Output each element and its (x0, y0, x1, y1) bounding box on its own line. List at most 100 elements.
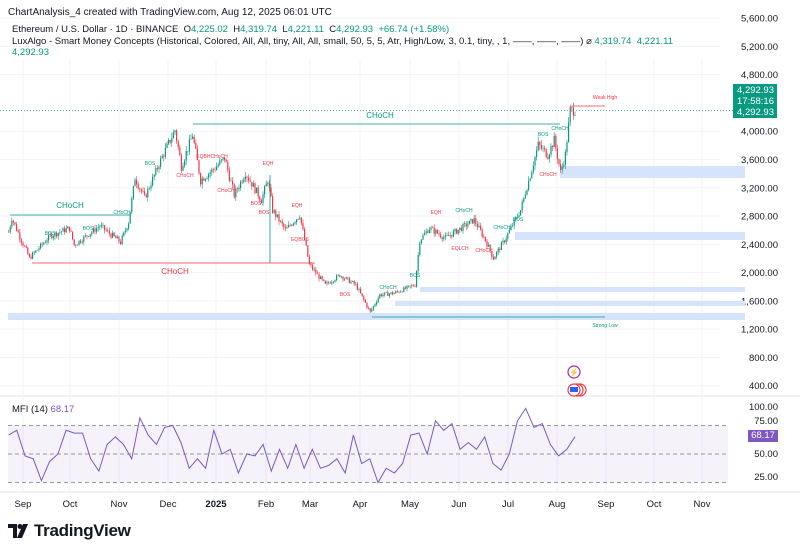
candle-body (107, 230, 109, 232)
candle-body (97, 227, 99, 229)
candle-body (172, 132, 174, 139)
candle-body (126, 228, 128, 231)
candle-body (108, 230, 110, 234)
candle-body (76, 244, 78, 246)
candle-body (216, 166, 218, 170)
candle-body (28, 254, 30, 257)
candle-body (569, 106, 571, 123)
candle-body (145, 194, 147, 198)
candle-body (60, 231, 62, 233)
candle-body (104, 225, 106, 231)
candle-body (433, 227, 435, 234)
candle-body (302, 223, 304, 230)
candle-body (48, 234, 50, 241)
candle-body (208, 174, 210, 178)
indicator-value-2: 4,221.11 (636, 36, 674, 47)
candle-body (260, 200, 262, 204)
smc-label: CHoCH (113, 210, 131, 216)
candle-body (396, 291, 398, 292)
candle-body (270, 187, 272, 197)
candle-body (536, 150, 538, 157)
candle-body (257, 187, 259, 197)
smc-label: CHoCH (217, 188, 235, 194)
candle-body (289, 224, 291, 226)
candle-body (560, 164, 562, 170)
candle-body (80, 240, 82, 243)
candle-body (456, 228, 458, 234)
candle-body (476, 223, 478, 228)
order-block-zone (8, 313, 745, 320)
smc-label: BOS (340, 292, 351, 298)
smc-label: CHoCH (551, 126, 569, 132)
candle-body (385, 292, 387, 293)
smc-label: BOS (538, 132, 549, 138)
candle-body (131, 198, 133, 213)
candle-body (380, 294, 382, 297)
candle-body (307, 245, 309, 257)
eye-off-icon[interactable]: ⌀ (586, 36, 592, 47)
candle-body (40, 243, 42, 249)
candle-body (139, 188, 141, 190)
candle-body (556, 148, 558, 160)
candle-body (473, 218, 475, 224)
candle-body (379, 294, 381, 299)
smc-label: CHoCH (493, 225, 511, 231)
price-axis-label: 2,400.00 (741, 240, 778, 251)
candle-body (377, 298, 379, 303)
candle-body (265, 183, 267, 187)
candle-body (427, 231, 429, 233)
tradingview-logo[interactable]: TradingView (8, 521, 131, 541)
candle-body (544, 148, 546, 150)
candle-body (206, 177, 208, 179)
price-axis-label: 2,000.00 (741, 268, 778, 279)
candle-body (176, 130, 178, 141)
smc-label: CHoCH (455, 208, 473, 214)
candle-body (209, 172, 211, 175)
candle-body (67, 226, 69, 229)
candle-body (523, 197, 525, 202)
candle-body (46, 240, 48, 243)
candle-body (128, 223, 130, 229)
symbol-legend: Ethereum / U.S. Dollar · 1D · BINANCE O4… (12, 24, 449, 35)
candle-body (96, 228, 98, 232)
candle-body (468, 220, 470, 225)
candle-body (382, 294, 384, 297)
mfi-badge: 68.17 (748, 430, 778, 442)
candle-body (361, 293, 363, 296)
candle-body (412, 285, 414, 287)
candle-body (219, 160, 221, 165)
candle-body (230, 180, 232, 182)
candle-body (372, 306, 374, 310)
candle-body (459, 227, 461, 230)
smc-label: CHoCH (161, 267, 189, 276)
candle-body (244, 176, 246, 180)
candle-body (539, 141, 541, 146)
candle-body (59, 232, 61, 233)
candle-body (232, 180, 234, 185)
candle-body (430, 227, 432, 230)
candle-body (537, 141, 539, 151)
mfi-title[interactable]: MFI (14) (12, 404, 48, 415)
candle-body (259, 196, 261, 201)
candle-body (22, 242, 24, 246)
price-axis-label: 4,000.00 (741, 127, 778, 138)
indicator-name[interactable]: LuxAlgo - Smart Money Concepts (Historic… (12, 36, 584, 47)
candle-body (49, 234, 51, 235)
candle-body (324, 280, 326, 284)
candle-body (94, 228, 96, 232)
time-axis-label: Nov (111, 499, 128, 510)
order-block-zone (395, 301, 745, 306)
symbol-name[interactable]: Ethereum / U.S. Dollar · 1D · BINANCE (12, 24, 179, 35)
time-axis-label: Jun (451, 499, 466, 510)
candle-body (467, 224, 469, 227)
candle-body (254, 183, 256, 194)
candle-body (400, 291, 402, 293)
candle-body (238, 187, 240, 190)
candle-body (195, 142, 197, 149)
mfi-line (8, 407, 576, 484)
candle-body (38, 248, 40, 250)
candle-body (64, 228, 66, 233)
candle-body (211, 169, 213, 173)
time-axis-label: Mar (302, 499, 318, 510)
